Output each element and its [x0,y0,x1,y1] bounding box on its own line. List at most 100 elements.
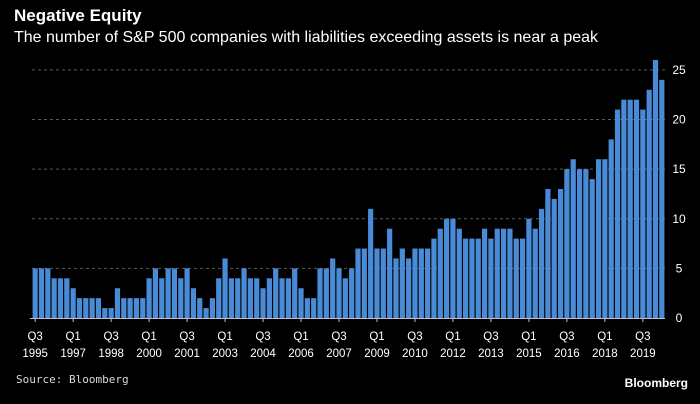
bar [197,298,203,318]
bar [481,228,488,318]
bar [222,258,228,318]
bar [532,228,538,318]
x-tick-quarter: Q1 [141,331,156,343]
bar [437,228,443,318]
x-tick-year: 2013 [478,348,504,360]
bar [209,298,216,318]
bar [336,268,342,318]
bar [83,298,89,318]
bar [652,60,659,318]
x-tick-year: 1998 [98,348,124,360]
bar [608,139,614,318]
bar [545,189,551,318]
y-tick-label: 0 [676,311,683,325]
bar [70,288,76,318]
bar [589,179,595,318]
bar [140,298,146,318]
bar [247,278,253,318]
x-tick-quarter: Q1 [369,331,384,343]
bar [494,228,500,318]
x-tick-year: 2006 [288,348,314,360]
x-tick-year: 2009 [364,348,390,360]
bar [519,238,526,318]
bar [298,288,304,318]
bar [627,99,633,318]
bar [393,258,399,318]
x-tick-quarter: Q1 [521,331,536,343]
bar [64,278,70,318]
bar [266,278,272,318]
bar [323,268,329,318]
x-tick-year: 2007 [326,348,352,360]
bar [108,308,114,318]
bar [317,268,323,318]
bar [89,298,95,318]
bar [450,218,456,318]
source-note: Source: Bloomberg [16,373,129,386]
bar [349,268,355,318]
bar [659,79,665,318]
bar [488,238,494,318]
x-tick-year: 2016 [554,348,580,360]
bar [374,248,380,318]
bar [444,218,450,318]
x-tick-quarter: Q3 [255,331,270,343]
x-tick-quarter: Q3 [179,331,194,343]
chart-subtitle: The number of S&P 500 companies with lia… [14,29,599,46]
bloomberg-logo: Bloomberg [624,376,688,390]
x-tick-quarter: Q3 [635,331,650,343]
x-tick-year: 2004 [250,348,276,360]
x-tick-year: 2001 [174,348,200,360]
bar [32,268,38,318]
bar [279,278,285,318]
x-tick-quarter: Q3 [407,331,422,343]
x-tick-quarter: Q3 [483,331,498,343]
bar [399,248,405,318]
bar [380,248,386,318]
y-tick-label: 10 [672,212,686,226]
bar [469,238,475,318]
bar [292,268,298,318]
x-tick-quarter: Q3 [103,331,118,343]
bar [45,268,51,318]
bar [260,288,266,318]
x-tick-quarter: Q1 [65,331,80,343]
bar [418,248,424,318]
bar [595,159,602,318]
bar [538,208,545,318]
x-tick-year: 1997 [60,348,86,360]
bar [557,189,564,318]
bar [190,288,197,318]
bar [355,248,361,318]
bar [361,248,367,318]
bar [431,238,437,318]
bar [412,248,418,318]
bar [456,228,462,318]
bar [463,238,469,318]
bar [646,89,652,319]
y-tick-label: 20 [672,113,686,127]
bar [159,278,165,318]
x-tick-year: 2018 [592,348,618,360]
y-tick-label: 25 [672,63,686,77]
bar [614,109,621,318]
x-tick-year: 2012 [440,348,466,360]
x-tick-quarter: Q3 [331,331,346,343]
x-tick-year: 2000 [136,348,162,360]
bar [583,169,589,318]
bar [241,268,247,318]
bar [57,278,64,318]
bar [254,278,260,318]
bar [235,278,241,318]
chart-title: Negative Equity [14,6,142,25]
bar [551,198,557,318]
bar [51,278,57,318]
bar [178,278,184,318]
bar [500,228,507,318]
x-tick-year: 2015 [516,348,542,360]
x-tick-quarter: Q1 [597,331,612,343]
bar [387,228,393,318]
x-tick-year: 2019 [630,348,656,360]
x-tick-quarter: Q3 [27,331,42,343]
bar [564,169,570,318]
